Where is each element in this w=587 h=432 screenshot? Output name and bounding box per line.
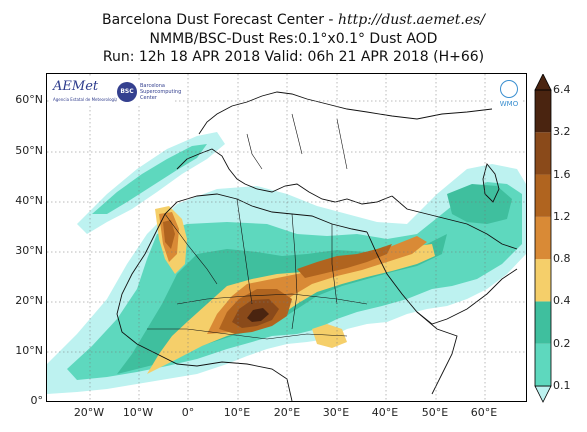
- colorbar-segment: [535, 174, 551, 217]
- lat-label: 0°: [30, 394, 44, 407]
- lon-label: 20°W: [73, 406, 105, 419]
- lon-label: 50°E: [421, 406, 449, 419]
- lon-label: 40°E: [371, 406, 399, 419]
- lat-label: 50°N: [15, 144, 43, 157]
- bsc-logo-line3: Center: [140, 95, 157, 101]
- wmo-logo: WMO: [495, 78, 523, 112]
- dust-level-6-4: [247, 308, 269, 322]
- bsc-logo-circle: BSC: [117, 82, 137, 102]
- coastlines: [116, 91, 518, 401]
- aemet-logo-text: AEMet: [53, 79, 99, 94]
- lat-label: 10°N: [15, 344, 43, 357]
- lat-label: 60°N: [15, 93, 43, 106]
- colorbar-segment: [535, 90, 551, 133]
- lat-label: 40°N: [15, 194, 43, 207]
- lat-label: 30°N: [15, 244, 43, 257]
- title-url[interactable]: http://dust.aemet.es/: [337, 12, 486, 28]
- colorbar-segment: [535, 132, 551, 175]
- title-prefix: Barcelona Dust Forecast Center -: [101, 12, 338, 28]
- lon-label: 0°: [181, 406, 195, 419]
- bsc-logo-line2: Supercomputing: [140, 89, 182, 95]
- lat-lon-grid: [47, 74, 526, 401]
- colorbar-level-label: 0.4: [553, 294, 571, 308]
- colorbar-level-label: 3.2: [553, 125, 571, 139]
- colorbar-level-label: 6.4: [553, 83, 571, 96]
- lon-label: 30°E: [322, 406, 350, 419]
- lon-label: 10°W: [122, 406, 154, 419]
- lon-label: 10°E: [223, 406, 251, 419]
- forecast-center-title: Barcelona Dust Forecast Center - http://…: [0, 12, 587, 29]
- wmo-emblem-icon: [500, 80, 518, 98]
- colorbar-segment: [535, 343, 551, 386]
- colorbar-level-label: 0.8: [553, 252, 571, 266]
- bsc-logo: BSC Barcelona Supercomputing Center: [117, 80, 181, 104]
- map-svg: [47, 74, 526, 401]
- colorbar-level-label: 0.1: [553, 379, 571, 392]
- colorbar-segment: [535, 259, 551, 302]
- bsc-logo-line1: Barcelona: [140, 83, 165, 89]
- colorbar-level-label: 1.6: [553, 167, 571, 181]
- aemet-logo-subtitle: Agencia Estatal de Meteorología: [53, 97, 118, 102]
- lon-label: 20°E: [273, 406, 301, 419]
- colorbar-level-label: 1.2: [553, 209, 571, 223]
- colorbar-border: [534, 89, 552, 387]
- model-info-line: NMMB/BSC-Dust Res:0.1°x0.1° Dust AOD: [149, 31, 438, 47]
- dust-aod-map: AEMet Agencia Estatal de Meteorología BS…: [46, 73, 527, 402]
- aemet-logo: AEMet Agencia Estatal de Meteorología: [51, 78, 118, 106]
- colorbar-segment: [535, 216, 551, 260]
- colorbar-max-extend: [534, 74, 552, 91]
- colorbar-segment: [535, 301, 551, 344]
- colorbar-min-extend: [534, 385, 552, 403]
- lat-label: 20°N: [15, 294, 43, 307]
- run-valid-line: Run: 12h 18 APR 2018 Valid: 06h 21 APR 2…: [102, 49, 485, 65]
- lon-label: 60°E: [470, 406, 498, 419]
- wmo-logo-text: WMO: [499, 100, 519, 108]
- colorbar-level-label: 0.2: [553, 336, 571, 350]
- colorbar: [534, 74, 552, 403]
